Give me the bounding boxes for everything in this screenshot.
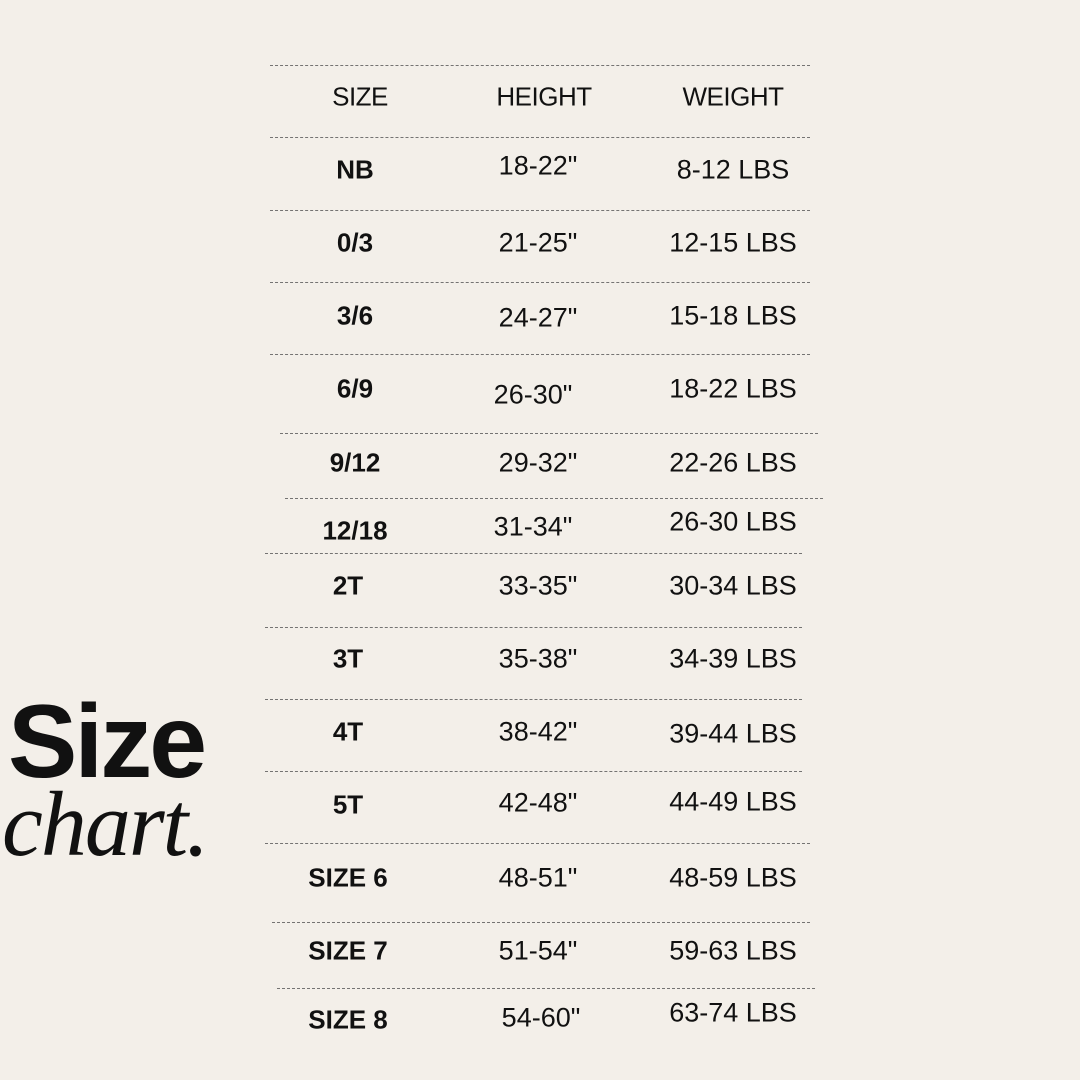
weight-cell: 30-34 LBS bbox=[669, 570, 797, 601]
size-cell: 3/6 bbox=[336, 300, 374, 331]
size-cell: 6/9 bbox=[336, 373, 374, 404]
header-size: SIZE bbox=[332, 81, 388, 112]
height-cell: 42-48" bbox=[498, 787, 578, 818]
weight-cell: 44-49 LBS bbox=[669, 786, 797, 817]
size-cell: SIZE 7 bbox=[308, 935, 388, 966]
title-size: Size bbox=[8, 684, 207, 800]
height-cell: 29-32" bbox=[498, 447, 578, 478]
height-cell: 31-34" bbox=[493, 511, 573, 542]
height-cell: 51-54" bbox=[498, 935, 578, 966]
size-cell: SIZE 8 bbox=[308, 1004, 388, 1035]
weight-cell: 12-15 LBS bbox=[669, 227, 797, 258]
header-height: HEIGHT bbox=[496, 81, 592, 112]
row-divider bbox=[270, 137, 810, 138]
size-cell: 9/12 bbox=[329, 447, 381, 478]
size-cell: 0/3 bbox=[336, 227, 374, 258]
size-cell: 3T bbox=[332, 643, 364, 674]
weight-cell: 48-59 LBS bbox=[669, 862, 797, 893]
weight-cell: 34-39 LBS bbox=[669, 643, 797, 674]
row-divider bbox=[265, 627, 802, 628]
row-divider bbox=[272, 922, 810, 923]
height-cell: 18-22" bbox=[498, 150, 578, 181]
weight-cell: 59-63 LBS bbox=[669, 935, 797, 966]
height-cell: 33-35" bbox=[498, 570, 578, 601]
row-divider bbox=[270, 210, 810, 211]
size-cell: 2T bbox=[332, 570, 364, 601]
title-chart: chart. bbox=[2, 773, 209, 875]
row-divider bbox=[270, 282, 810, 283]
height-cell: 35-38" bbox=[498, 643, 578, 674]
weight-cell: 26-30 LBS bbox=[669, 506, 797, 537]
size-cell: 4T bbox=[332, 716, 364, 747]
size-cell: 12/18 bbox=[322, 515, 388, 546]
row-divider bbox=[270, 354, 810, 355]
row-divider bbox=[285, 498, 823, 499]
height-cell: 48-51" bbox=[498, 862, 578, 893]
weight-cell: 22-26 LBS bbox=[669, 447, 797, 478]
weight-cell: 15-18 LBS bbox=[669, 300, 797, 331]
weight-cell: 63-74 LBS bbox=[669, 997, 797, 1028]
row-divider bbox=[265, 843, 810, 844]
row-divider bbox=[265, 699, 802, 700]
row-divider bbox=[280, 433, 818, 434]
header-weight: WEIGHT bbox=[682, 81, 785, 112]
row-divider bbox=[270, 65, 810, 66]
height-cell: 21-25" bbox=[498, 227, 578, 258]
row-divider bbox=[265, 771, 802, 772]
height-cell: 24-27" bbox=[498, 302, 578, 333]
weight-cell: 8-12 LBS bbox=[676, 154, 790, 185]
weight-cell: 39-44 LBS bbox=[669, 718, 797, 749]
height-cell: 54-60" bbox=[501, 1002, 581, 1033]
row-divider bbox=[277, 988, 815, 989]
height-cell: 26-30" bbox=[493, 379, 573, 410]
row-divider bbox=[265, 553, 802, 554]
size-cell: 5T bbox=[332, 789, 364, 820]
height-cell: 38-42" bbox=[498, 716, 578, 747]
size-cell: SIZE 6 bbox=[308, 862, 388, 893]
size-cell: NB bbox=[336, 154, 374, 185]
weight-cell: 18-22 LBS bbox=[669, 373, 797, 404]
